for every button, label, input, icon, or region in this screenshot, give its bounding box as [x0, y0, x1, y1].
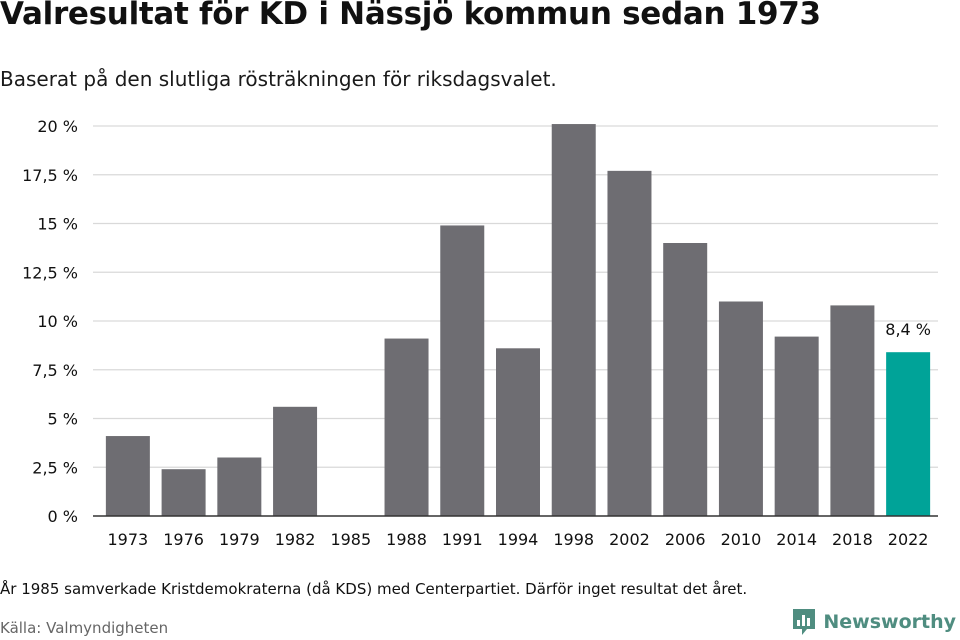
y-tick-label: 20 % — [37, 117, 78, 136]
newsworthy-logo-icon — [793, 609, 816, 635]
y-tick-label: 17,5 % — [22, 166, 78, 185]
y-tick-label: 0 % — [48, 507, 78, 526]
bar-2010 — [718, 301, 763, 516]
bar-1979 — [217, 457, 262, 516]
y-tick-label: 7,5 % — [32, 361, 78, 380]
bar-1982 — [273, 406, 318, 516]
x-tick-label: 1994 — [498, 530, 539, 549]
x-tick-label: 2014 — [776, 530, 817, 549]
bar-1991 — [440, 225, 485, 516]
y-tick-label: 5 % — [48, 410, 78, 429]
bar-2018 — [830, 305, 875, 516]
bar-2006 — [663, 243, 708, 516]
x-tick-label: 1985 — [330, 530, 371, 549]
chart-subtitle: Baserat på den slutliga rösträkningen fö… — [0, 67, 557, 91]
bar-1998 — [551, 124, 596, 517]
chart-title: Valresultat för KD i Nässjö kommun sedan… — [0, 0, 821, 32]
bar-1988 — [384, 338, 429, 516]
bar-1973 — [105, 436, 150, 516]
footnote: År 1985 samverkade Kristdemokraterna (då… — [0, 580, 748, 598]
x-tick-label: 1988 — [386, 530, 427, 549]
bar-1976 — [161, 469, 206, 516]
bar-2014 — [774, 336, 819, 516]
bar-chart: 0 % 2,5 % 5 % 7,5 % 10 % 12,5 % 15 % 17,5 % 20 %… — [22, 117, 938, 549]
x-tick-label: 1991 — [442, 530, 483, 549]
y-tick-label: 2,5 % — [32, 458, 78, 477]
x-tick-label: 1976 — [163, 530, 204, 549]
bar-2022 — [886, 352, 931, 516]
x-tick-label: 2010 — [721, 530, 762, 549]
y-tick-label: 15 % — [37, 215, 78, 234]
x-tick-label: 2006 — [665, 530, 706, 549]
x-tick-label: 1998 — [553, 530, 594, 549]
bar-2002 — [607, 170, 652, 516]
data-label: 8,4 % — [885, 320, 931, 339]
x-tick-label: 1973 — [108, 530, 149, 549]
bar-1994 — [496, 348, 540, 516]
x-tick-label: 2022 — [888, 530, 929, 549]
x-tick-label: 1982 — [275, 530, 316, 549]
x-tick-label: 2002 — [609, 530, 650, 549]
x-tick-label: 1979 — [219, 530, 260, 549]
source-credit: Källa: Valmyndigheten — [0, 619, 169, 637]
y-tick-label: 10 % — [37, 312, 78, 331]
brand-name: Newsworthy — [823, 611, 956, 633]
y-tick-label: 12,5 % — [22, 263, 78, 282]
brand-logo: Newsworthy — [791, 607, 956, 637]
x-tick-label: 2018 — [832, 530, 873, 549]
